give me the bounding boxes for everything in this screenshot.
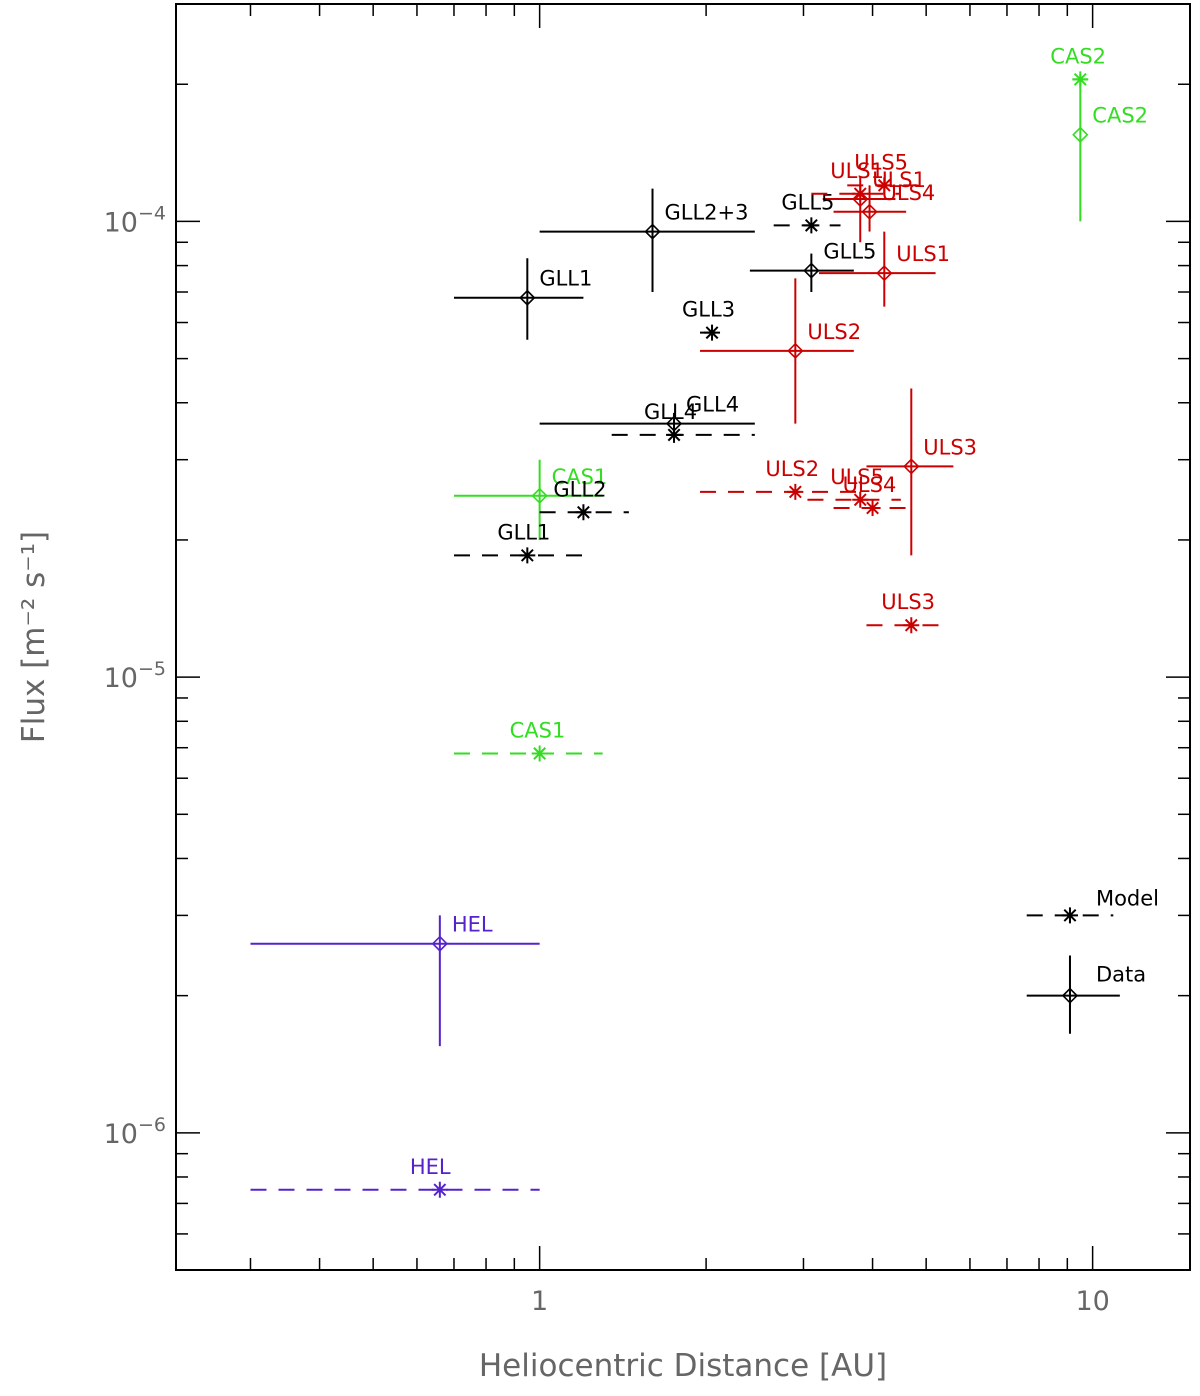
model-point bbox=[704, 324, 721, 341]
y-axis-title: Flux [m⁻² s⁻¹] bbox=[16, 531, 52, 743]
model-point bbox=[852, 185, 869, 202]
data-point bbox=[431, 935, 448, 952]
model-point bbox=[852, 491, 869, 508]
model-point-label: GLL2 bbox=[553, 477, 606, 501]
model-point-label: ULS4 bbox=[843, 473, 897, 497]
chart-marks: GLL1GLL2+3GLL5GLL4CAS1HELULS1ULS4ULS1ULS… bbox=[250, 44, 1148, 1198]
legend-model-label: Model bbox=[1096, 886, 1159, 910]
x-axis: 1 10 bbox=[249, 4, 1110, 1317]
model-point-label: CAS1 bbox=[510, 718, 566, 742]
plot-frame bbox=[175, 3, 1191, 1271]
model-point bbox=[431, 1181, 448, 1198]
data-point bbox=[644, 223, 661, 240]
data-point bbox=[876, 265, 893, 282]
x-tick-label: 10 bbox=[1075, 1286, 1109, 1317]
x-tick-label: 1 bbox=[531, 1286, 548, 1317]
model-point-label: GLL4 bbox=[644, 400, 697, 424]
data-point-label: ULS3 bbox=[923, 435, 977, 459]
y-tick-label: 10−4 bbox=[104, 202, 166, 238]
model-point bbox=[666, 426, 683, 443]
model-point bbox=[531, 745, 548, 762]
data-point-label: ULS2 bbox=[807, 320, 861, 344]
y-axis: 10−6 10−5 10−4 bbox=[104, 83, 1190, 1235]
data-point-label: CAS1 bbox=[552, 465, 608, 489]
model-point-label: ULS1 bbox=[830, 159, 884, 183]
data-point-label: CAS2 bbox=[1092, 104, 1148, 128]
model-point bbox=[519, 547, 536, 564]
model-point-label: ULS2 bbox=[765, 457, 819, 481]
legend-model-symbol bbox=[1061, 907, 1078, 924]
data-point-label: GLL4 bbox=[686, 393, 739, 417]
data-point-label: GLL5 bbox=[823, 240, 876, 264]
data-point bbox=[903, 458, 920, 475]
data-point-label: GLL2+3 bbox=[665, 201, 749, 225]
data-point bbox=[519, 289, 536, 306]
data-point bbox=[787, 342, 804, 359]
model-point bbox=[1072, 71, 1089, 88]
model-point bbox=[575, 504, 592, 521]
model-point-label: ULS5 bbox=[854, 150, 908, 174]
model-point bbox=[803, 217, 820, 234]
model-point-label: GLL1 bbox=[497, 520, 550, 544]
model-point bbox=[903, 617, 920, 634]
model-point bbox=[876, 177, 893, 194]
data-point bbox=[803, 262, 820, 279]
x-axis-title: Heliocentric Distance [AU] bbox=[479, 1348, 887, 1384]
legend-data-symbol bbox=[1061, 987, 1079, 1004]
data-point bbox=[531, 487, 548, 504]
data-point bbox=[852, 190, 869, 208]
model-point-label: CAS2 bbox=[1050, 44, 1106, 68]
model-point bbox=[787, 483, 804, 500]
data-point-label: HEL bbox=[452, 913, 493, 937]
y-tick-label: 10−6 bbox=[104, 1114, 166, 1150]
model-point-label: ULS3 bbox=[881, 590, 935, 614]
data-point-label: GLL1 bbox=[539, 267, 592, 291]
data-point bbox=[861, 203, 878, 220]
y-tick-label: 10−5 bbox=[104, 658, 166, 694]
legend: Model Data bbox=[1026, 886, 1159, 1034]
model-point-label: ULS5 bbox=[830, 465, 884, 489]
model-point-label: GLL3 bbox=[682, 298, 735, 322]
legend-data-label: Data bbox=[1096, 963, 1146, 987]
data-point bbox=[1072, 126, 1089, 143]
model-point-label: HEL bbox=[410, 1155, 451, 1179]
model-point bbox=[864, 500, 881, 517]
data-point-label: ULS1 bbox=[896, 242, 950, 266]
